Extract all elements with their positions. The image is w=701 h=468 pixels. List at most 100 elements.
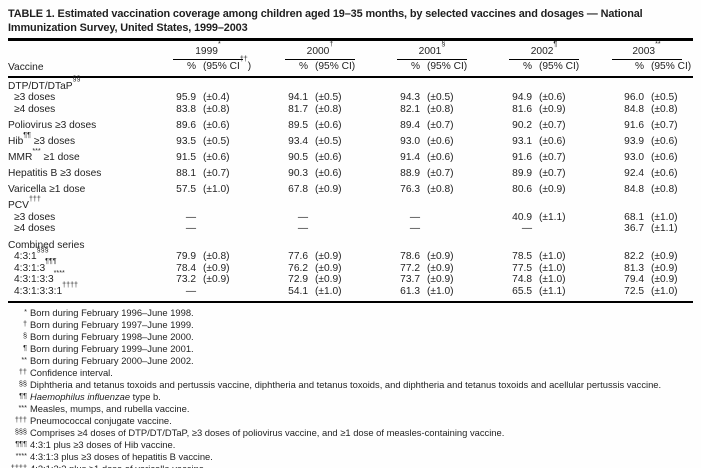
ci-value: (±1.0) [539, 262, 566, 274]
percent-value: 81.7 [288, 103, 308, 115]
ci-value: (±0.6) [427, 135, 454, 147]
row-label: ≥4 doses [14, 223, 56, 235]
value-cell: — [152, 223, 264, 235]
ci-value: (±0.5) [315, 92, 342, 104]
value-cell: 93.0 (±0.6) [600, 152, 693, 164]
footnote-text: Measles, mumps, and rubella vaccine. [30, 403, 190, 414]
ci-value: (±0.9) [651, 262, 678, 274]
row-label: 4:3:1:3:3:1†††† [14, 280, 79, 297]
value-cell: 94.1 (±0.5) [264, 92, 376, 104]
ci-value: (±0.6) [539, 92, 566, 104]
year-label: 2000† [285, 41, 355, 60]
ci-value: (±0.7) [539, 168, 566, 180]
percent-value: 78.5 [512, 251, 532, 263]
vaccine-column-header: Vaccine [8, 61, 44, 73]
percent-value: 84.8 [624, 103, 644, 115]
percent-value: 54.1 [288, 285, 308, 297]
year-label: 1999* [173, 41, 243, 60]
value-cell: — [152, 286, 264, 298]
row-label: 4:3:1:3:3**** [14, 269, 65, 286]
percent-value: 89.5 [288, 119, 308, 131]
percent-value: 72.5 [624, 285, 644, 297]
row-label: Combined series [8, 239, 85, 251]
footnote-marker: §§§ [14, 427, 27, 436]
percent-value: 95.9 [176, 92, 196, 104]
footnote-marker: § [22, 331, 27, 340]
percent-value: 89.6 [176, 119, 196, 131]
ci-value: (±0.8) [427, 184, 454, 196]
percent-value: 73.2 [176, 274, 196, 286]
percent-value: 57.5 [176, 184, 196, 196]
footnote-text: Comprises ≥4 doses of DTP/DT/DTaP, ≥3 do… [30, 427, 505, 438]
value-cell: 68.1 (±1.0) [600, 212, 693, 224]
year-label: 2002¶ [509, 41, 579, 60]
value-cell: — [264, 223, 376, 235]
value-cell: 91.4 (±0.6) [376, 152, 488, 164]
ci-value: (±0.6) [315, 151, 342, 163]
footnote: § Born during February 1998–June 2000. [8, 331, 693, 343]
row-label: MMR*** ≥1 dose [8, 146, 80, 163]
value-cell: — [488, 223, 600, 235]
row-label: Poliovirus ≥3 doses [8, 119, 97, 131]
table-row: Poliovirus ≥3 doses 89.6 (±0.6) 89.5 (±0.6)… [8, 120, 693, 132]
footnote: †† Confidence interval. [8, 367, 693, 379]
value-cell: — [376, 223, 488, 235]
row-label: ≥3 doses [14, 211, 56, 223]
ci-value: (±1.1) [651, 223, 678, 235]
ci-value: (±0.9) [427, 262, 454, 274]
row-label: 4:3:1:3¶¶¶ [14, 257, 57, 274]
value-cell: 83.8 (±0.8) [152, 104, 264, 116]
pct-header-label: % [186, 60, 196, 72]
percent-value: 79.9 [176, 251, 196, 263]
percent-value: — [297, 211, 308, 223]
footnote-text: Born during February 1997–June 1999. [30, 319, 194, 330]
ci-header-cell: % (95% CI††) [152, 56, 264, 74]
table-row: 4:3:1:3:3:1†††† — 54.1 (±1.0) 61.3 (±1.0) 65.… [8, 280, 693, 298]
ci-value: (±0.9) [203, 274, 230, 286]
ci-value: (±1.0) [203, 184, 230, 196]
value-cell: 82.1 (±0.8) [376, 104, 488, 116]
ci-value: (±1.1) [539, 285, 566, 297]
row-label: Hib¶¶ ≥3 doses [8, 130, 76, 147]
value-cell: 84.8 (±0.8) [600, 184, 693, 196]
row-label: PCV††† [8, 195, 41, 212]
top-rule [8, 38, 693, 41]
footnote-marker: ¶¶¶ [15, 439, 27, 448]
percent-value: 82.1 [400, 103, 420, 115]
percent-value: 94.1 [288, 92, 308, 104]
footnote-text: Haemophilus influenzae type b. [30, 391, 161, 402]
percent-value: 88.9 [400, 168, 420, 180]
table-title: TABLE 1. Estimated vaccination coverage … [8, 7, 693, 35]
value-cell: 78.5 (±1.0) [488, 251, 600, 263]
footnote-text: Pneumococcal conjugate vaccine. [30, 415, 172, 426]
footnote: §§§ Comprises ≥4 doses of DTP/DT/DTaP, ≥3… [8, 427, 693, 439]
value-cell: 77.2 (±0.9) [376, 263, 488, 275]
ci-value: (±0.9) [203, 262, 230, 274]
ci-value: (±0.8) [203, 103, 230, 115]
value-cell: 73.7 (±0.9) [376, 274, 488, 286]
value-cell: 76.3 (±0.8) [376, 184, 488, 196]
year-header-row: 1999* 2000† 2001§ 2002¶ 2003** [8, 41, 693, 60]
footnote: **** 4:3:1:3 plus ≥3 doses of hepatitis B… [8, 451, 693, 463]
footnote-marker: ¶¶ [19, 391, 27, 400]
percent-value: 80.6 [512, 184, 532, 196]
percent-value: 61.3 [400, 285, 420, 297]
value-cell: — [376, 212, 488, 224]
table-row: 4:3:1:3:3**** 73.2 (±0.9) 72.9 (±0.9) 73.7 (±… [8, 269, 693, 286]
percent-value: 77.6 [288, 251, 308, 263]
percent-value: 93.4 [288, 135, 308, 147]
footnote-text: Born during February 1998–June 2000. [30, 331, 194, 342]
value-cell: 93.4 (±0.5) [264, 136, 376, 148]
percent-value: 93.9 [624, 135, 644, 147]
value-cell: 90.3 (±0.6) [264, 168, 376, 180]
value-cell: 95.9 (±0.4) [152, 92, 264, 104]
footnote: ¶¶ Haemophilus influenzae type b. [8, 391, 693, 403]
ci-value: (±0.8) [203, 251, 230, 263]
footnote: † Born during February 1997–June 1999. [8, 319, 693, 331]
percent-value: 73.7 [400, 274, 420, 286]
pct-header-label: % [634, 60, 644, 72]
ci-value: (±0.4) [203, 92, 230, 104]
value-cell: 93.0 (±0.6) [376, 136, 488, 148]
value-cell: 93.5 (±0.5) [152, 136, 264, 148]
ci-value: (±0.6) [651, 151, 678, 163]
